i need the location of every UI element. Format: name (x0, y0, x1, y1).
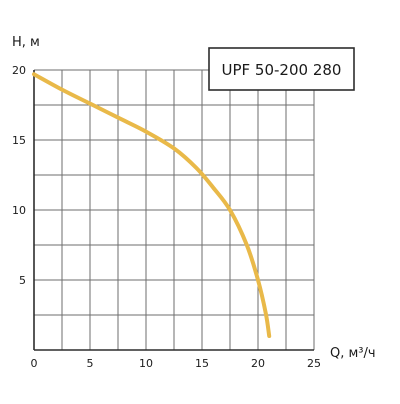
y-tick-label: 5 (19, 274, 26, 287)
x-axis-title: Q, м³/ч (330, 346, 376, 361)
series-layer (32, 72, 272, 338)
x-tick-label: 20 (251, 357, 265, 370)
y-axis-title: H, м (12, 35, 40, 50)
legend-frame (208, 47, 355, 91)
axis-layer (33, 70, 314, 351)
x-tick-label: 0 (31, 357, 38, 370)
x-tick-label: 5 (87, 357, 94, 370)
y-tick-label: 20 (12, 64, 26, 77)
x-tick-label: 15 (195, 357, 209, 370)
y-tick-label: 10 (12, 204, 26, 217)
axis-titles: H, м Q, м³/ч (12, 35, 376, 361)
series-line (32, 72, 272, 338)
legend-box: UPF 50-200 280 (208, 47, 355, 91)
x-tick-label: 10 (139, 357, 153, 370)
grid-layer (34, 69, 315, 350)
y-tick-label: 15 (12, 134, 26, 147)
tick-labels: 0 5 10 15 20 25 5 10 15 20 (12, 64, 321, 370)
legend-label: UPF 50-200 280 (222, 61, 342, 79)
x-tick-label: 25 (307, 357, 321, 370)
